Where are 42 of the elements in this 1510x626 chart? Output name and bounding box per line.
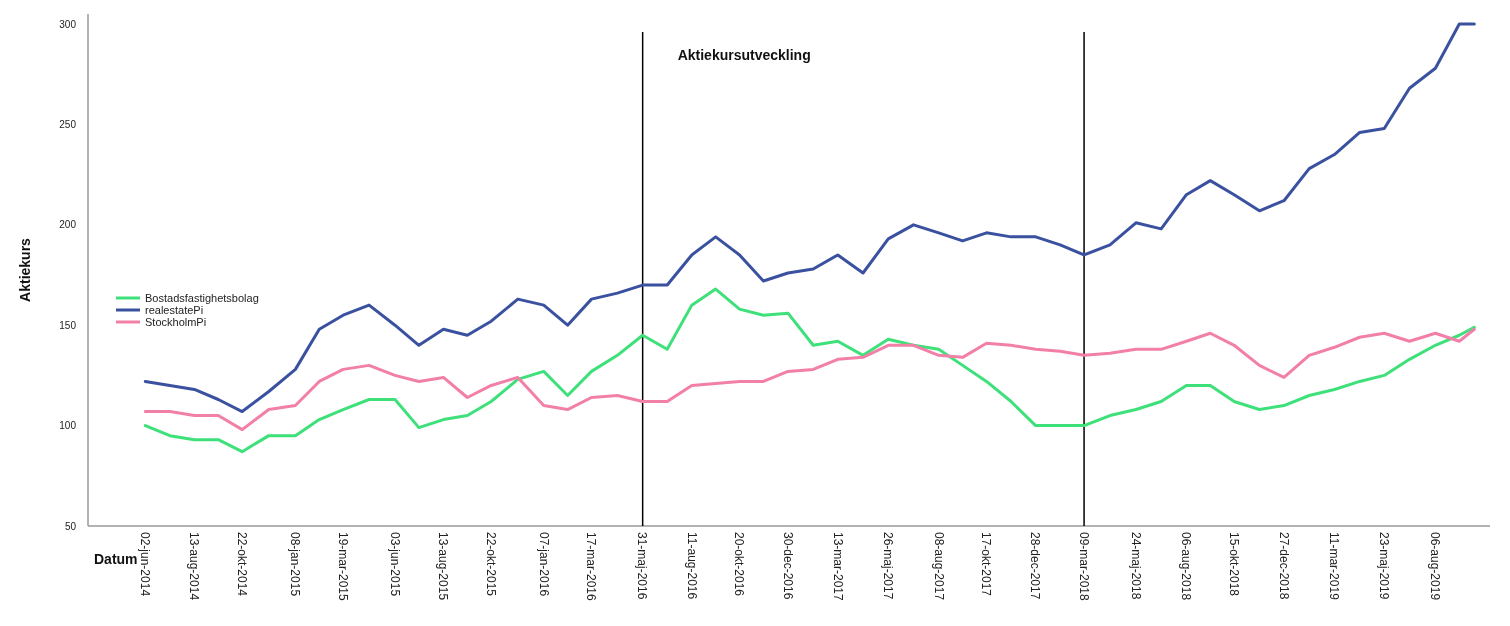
y-tick-label: 100 [59, 420, 77, 432]
x-tick-label: 13-aug-2015 [436, 532, 451, 601]
x-tick-label: 13-aug-2014 [187, 532, 202, 601]
line-series [143, 22, 1476, 414]
line-series [143, 327, 1476, 432]
x-tick-label: 31-maj-2016 [635, 532, 650, 600]
line-series [143, 287, 1476, 454]
x-tick-label: 08-aug-2017 [931, 532, 946, 601]
x-axis-title: Datum [94, 551, 138, 567]
x-tick-label: 15-okt-2018 [1226, 532, 1241, 597]
x-tick-label: 09-mar-2018 [1076, 532, 1091, 602]
x-tick-label: 27-dec-2018 [1276, 532, 1291, 600]
x-tick-label: 24-maj-2018 [1128, 532, 1143, 600]
legend-label: StockholmPi [145, 315, 207, 328]
text: Aktiekursutveckling [677, 47, 811, 63]
x-tick-label: 28-dec-2017 [1028, 532, 1043, 600]
legend-label: realestatePi [145, 303, 204, 316]
x-tick-label: 08-jan-2015 [288, 532, 303, 597]
x-tick-label: 03-jun-2015 [387, 532, 402, 597]
x-tick-label: 11-aug-2016 [684, 532, 699, 600]
legend-label: Bostadsfastighetsbolag [145, 291, 259, 304]
x-tick-label: 23-maj-2019 [1377, 532, 1392, 600]
y-tick-label: 250 [59, 118, 77, 130]
x-tick-label: 19-mar-2015 [335, 532, 350, 602]
y-tick-label: 150 [59, 319, 77, 331]
x-tick-label: 07-jan-2016 [536, 532, 551, 597]
x-tick-label: 26-maj-2017 [881, 532, 896, 600]
x-tick-label: 02-jun-2014 [138, 532, 153, 597]
x-tick-label: 22-okt-2014 [234, 532, 249, 597]
x-tick-label: 17-mar-2016 [584, 532, 599, 602]
y-tick-label: 50 [64, 520, 77, 532]
x-tick-label: 20-okt-2016 [732, 532, 747, 597]
y-axis-title: Aktiekurs [17, 237, 33, 302]
x-tick-label: 30-dec-2016 [780, 532, 795, 600]
x-tick-label: 11-mar-2019 [1327, 532, 1342, 601]
x-tick-label: 06-aug-2019 [1428, 532, 1443, 601]
x-tick-label: 06-aug-2018 [1179, 532, 1194, 601]
x-tick-label: 13-mar-2017 [830, 532, 845, 602]
x-tick-label: 17-okt-2017 [979, 532, 994, 597]
y-tick-label: 200 [59, 219, 77, 231]
y-tick-label: 300 [59, 18, 77, 30]
x-tick-label: 22-okt-2015 [484, 532, 498, 597]
